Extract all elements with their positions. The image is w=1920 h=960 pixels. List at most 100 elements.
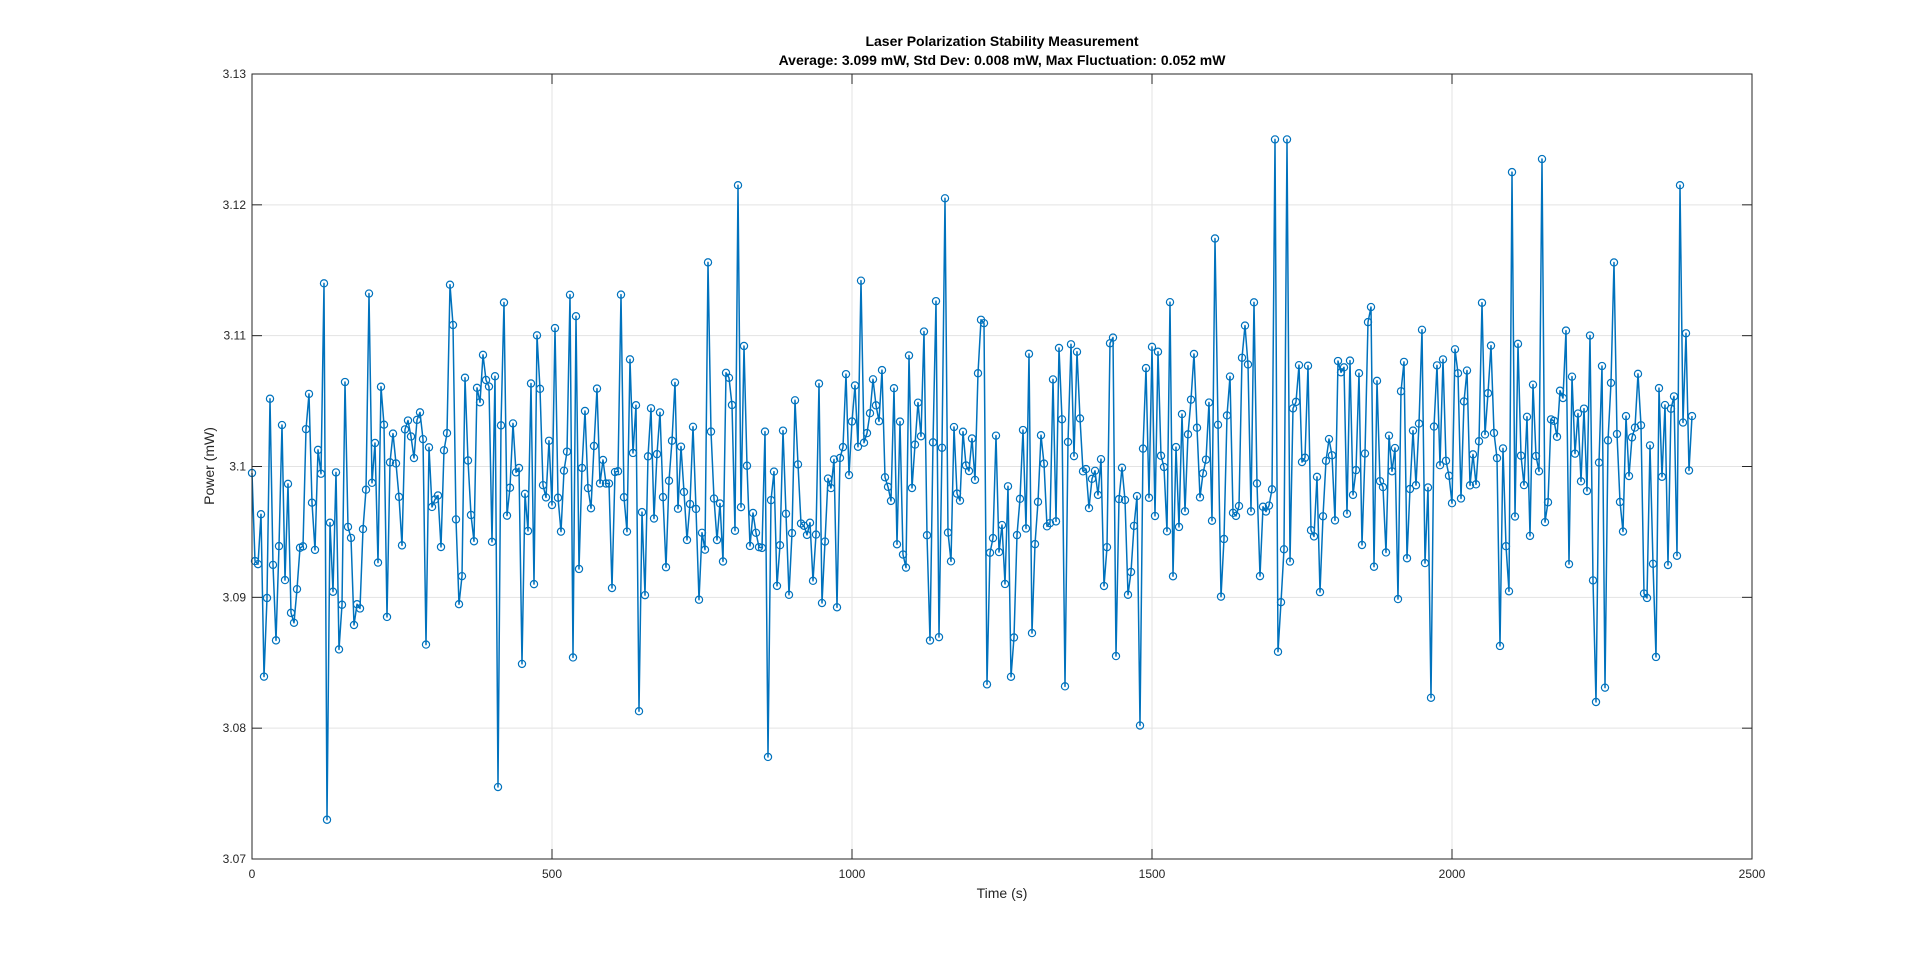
data-point — [286, 608, 296, 618]
data-point — [868, 375, 878, 384]
data-point — [1270, 135, 1280, 144]
data-point — [1669, 392, 1679, 401]
data-point — [760, 427, 770, 436]
data-point — [673, 504, 683, 513]
data-point — [1501, 542, 1511, 551]
data-point — [484, 382, 494, 391]
data-point — [1381, 548, 1391, 557]
data-point — [1468, 450, 1478, 459]
data-point — [997, 520, 1007, 530]
data-point — [1396, 387, 1406, 396]
data-point — [958, 427, 968, 436]
data-point — [1474, 437, 1484, 446]
data-point — [751, 528, 761, 537]
data-point — [664, 476, 674, 485]
data-point — [271, 636, 281, 645]
data-point — [1213, 420, 1223, 429]
data-point — [1198, 469, 1208, 478]
data-point — [982, 680, 992, 689]
data-point — [931, 296, 941, 306]
data-point — [1651, 652, 1661, 662]
data-point — [337, 600, 347, 609]
data-point — [823, 474, 833, 483]
data-point — [415, 408, 425, 417]
data-point — [853, 442, 863, 452]
data-point — [925, 636, 935, 645]
data-point — [820, 537, 830, 546]
data-point — [1618, 527, 1628, 536]
data-point — [370, 438, 380, 448]
data-point — [253, 559, 263, 569]
data-point — [871, 401, 881, 410]
data-point — [895, 417, 905, 426]
data-point — [1225, 372, 1235, 381]
data-point — [622, 527, 632, 536]
data-point — [1138, 444, 1148, 453]
data-point — [1063, 437, 1073, 447]
data-point — [1510, 512, 1520, 521]
data-point — [1249, 298, 1259, 307]
data-point — [1024, 349, 1034, 359]
data-point — [1633, 369, 1643, 379]
data-point — [436, 542, 446, 552]
y-tick-label: 3.12 — [223, 198, 247, 212]
data-point — [1399, 357, 1409, 367]
data-point — [1045, 518, 1055, 528]
data-point — [475, 398, 485, 407]
data-point — [1366, 302, 1376, 312]
data-point — [826, 483, 836, 493]
data-point — [1321, 456, 1331, 466]
data-point — [1378, 482, 1388, 492]
data-point — [1075, 414, 1085, 423]
data-point — [1018, 425, 1028, 435]
data-point — [898, 550, 908, 559]
data-point — [559, 466, 569, 475]
data-point — [1429, 422, 1439, 431]
data-point — [1561, 326, 1571, 335]
data-point — [1684, 466, 1694, 475]
data-point — [490, 372, 500, 381]
data-point — [1174, 522, 1184, 532]
data-point — [1648, 559, 1658, 568]
data-point — [322, 815, 332, 824]
x-tick-label: 2000 — [1439, 867, 1466, 881]
data-point — [1012, 530, 1022, 540]
data-point — [883, 482, 893, 492]
data-point — [1135, 721, 1145, 730]
x-axis-label: Time (s) — [977, 885, 1028, 901]
data-point — [1243, 360, 1253, 369]
data-point — [1189, 349, 1199, 359]
data-point — [637, 507, 647, 517]
data-point — [1324, 434, 1334, 444]
data-point — [607, 583, 617, 593]
data-point — [928, 438, 938, 447]
data-point — [343, 522, 353, 532]
data-point — [952, 489, 962, 498]
data-point — [574, 564, 584, 574]
data-point — [1339, 363, 1349, 372]
data-point — [817, 598, 827, 608]
data-point — [1069, 451, 1079, 461]
data-point — [1390, 443, 1400, 453]
data-point — [775, 541, 785, 550]
data-point — [508, 419, 518, 428]
data-point — [463, 456, 473, 465]
data-point — [1279, 545, 1289, 554]
data-point — [1489, 428, 1499, 438]
data-point — [697, 528, 707, 538]
data-point — [1363, 317, 1373, 327]
data-point — [1090, 466, 1100, 475]
data-point — [385, 458, 395, 467]
data-point — [706, 427, 716, 436]
data-point — [1351, 465, 1361, 475]
data-point — [643, 452, 653, 461]
data-point — [562, 447, 572, 456]
data-point — [292, 584, 302, 594]
data-point — [1624, 471, 1634, 481]
data-point — [331, 468, 341, 477]
data-point — [1282, 135, 1292, 144]
data-point — [541, 493, 551, 502]
data-point — [595, 479, 605, 488]
data-point — [1579, 404, 1589, 413]
data-point — [1192, 423, 1202, 432]
